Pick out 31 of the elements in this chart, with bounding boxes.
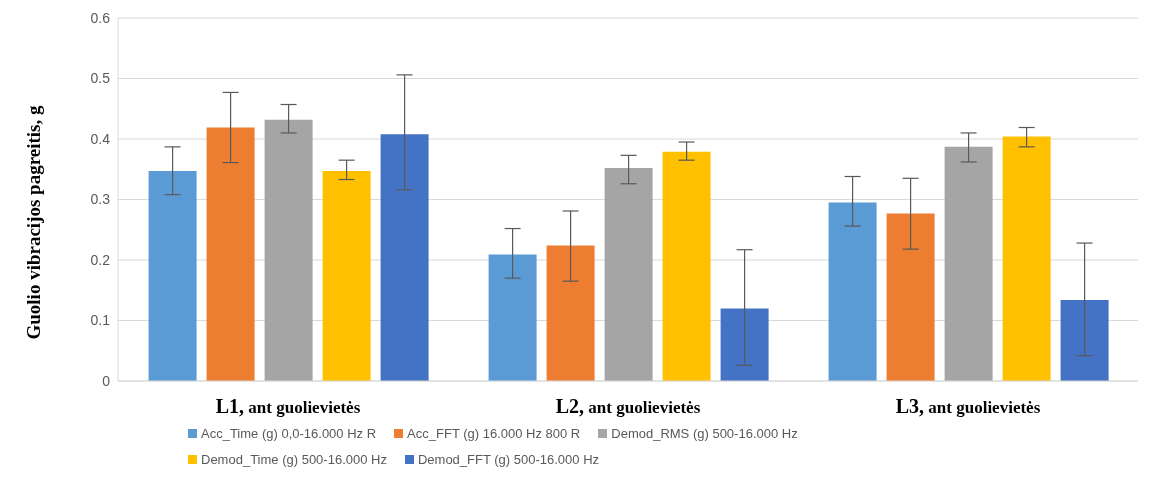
bar [828, 202, 877, 381]
bar [604, 168, 653, 381]
legend-label: Demod_RMS (g) 500-16.000 Hz [610, 425, 798, 443]
x-tick-label: L3, ant guolievietės [895, 395, 1041, 417]
bar [380, 134, 429, 381]
bar [148, 171, 197, 381]
y-axis-title: Guolio vibracijos pagreitis, g [22, 105, 44, 340]
y-tick-label: 0.2 [90, 251, 111, 268]
x-tick-label: L1, ant guolievietės [215, 395, 361, 417]
y-tick-label: 0.4 [90, 130, 111, 147]
bar [546, 245, 595, 381]
bar [488, 254, 537, 381]
bar [886, 213, 935, 381]
x-tick-label: L2, ant guolievietės [555, 395, 701, 417]
bar [1060, 299, 1109, 381]
legend-label: Demod_Time (g) 500-16.000 Hz [200, 451, 387, 469]
y-tick-label: 0.6 [90, 9, 111, 26]
bar [264, 119, 313, 381]
legend-label: Acc_Time (g) 0,0-16.000 Hz R [200, 425, 377, 443]
legend-label: Demod_FFT (g) 500-16.000 Hz [416, 451, 600, 469]
y-tick-label: 0 [102, 372, 111, 389]
bar [944, 146, 993, 381]
bar [206, 127, 255, 381]
bar [322, 171, 371, 381]
y-tick-label: 0.3 [90, 191, 111, 208]
y-tick-label: 0.1 [90, 312, 111, 329]
legend-label: Acc_FFT (g) 16.000 Hz 800 R [406, 425, 581, 443]
y-tick-label: 0.5 [90, 70, 111, 87]
bar [662, 151, 711, 381]
bar [720, 308, 769, 381]
bar [1002, 136, 1051, 381]
